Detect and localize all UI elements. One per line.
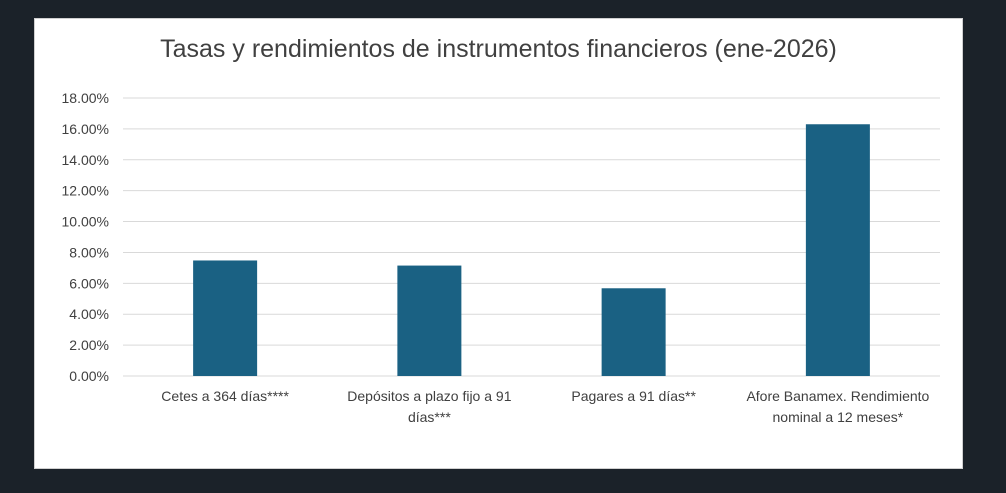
bar [805, 124, 870, 376]
y-tick-label: 14.00% [62, 152, 109, 168]
y-tick-label: 10.00% [62, 214, 109, 230]
bar [397, 265, 462, 376]
chart-title: Tasas y rendimientos de instrumentos fin… [160, 35, 837, 63]
y-tick-label: 6.00% [69, 275, 109, 291]
y-tick-label: 12.00% [62, 183, 109, 199]
y-tick-label: 18.00% [62, 90, 109, 106]
y-tick-label: 8.00% [69, 244, 109, 260]
y-tick-label: 16.00% [62, 121, 109, 137]
x-category-label: Pagares a 91 días** [571, 388, 696, 404]
x-category-label: Depósitos a plazo fijo a 91 días*** [347, 388, 512, 425]
bar-chart-plot: 0.00% 2.00% 4.00% 6.00% 8.00% 10.00% 12.00% 14.… [62, 90, 940, 384]
y-tick-label: 4.00% [69, 306, 109, 322]
bar [601, 288, 666, 376]
x-category-label: Cetes a 364 días**** [161, 388, 289, 404]
y-tick-label: 2.00% [69, 337, 109, 353]
x-category-label: Afore Banamex. Rendimiento nominal a 12 … [746, 388, 930, 425]
y-tick-label: 0.00% [69, 368, 109, 384]
bar [193, 260, 258, 376]
chart-card: Tasas y rendimientos de instrumentos fin… [34, 18, 963, 469]
